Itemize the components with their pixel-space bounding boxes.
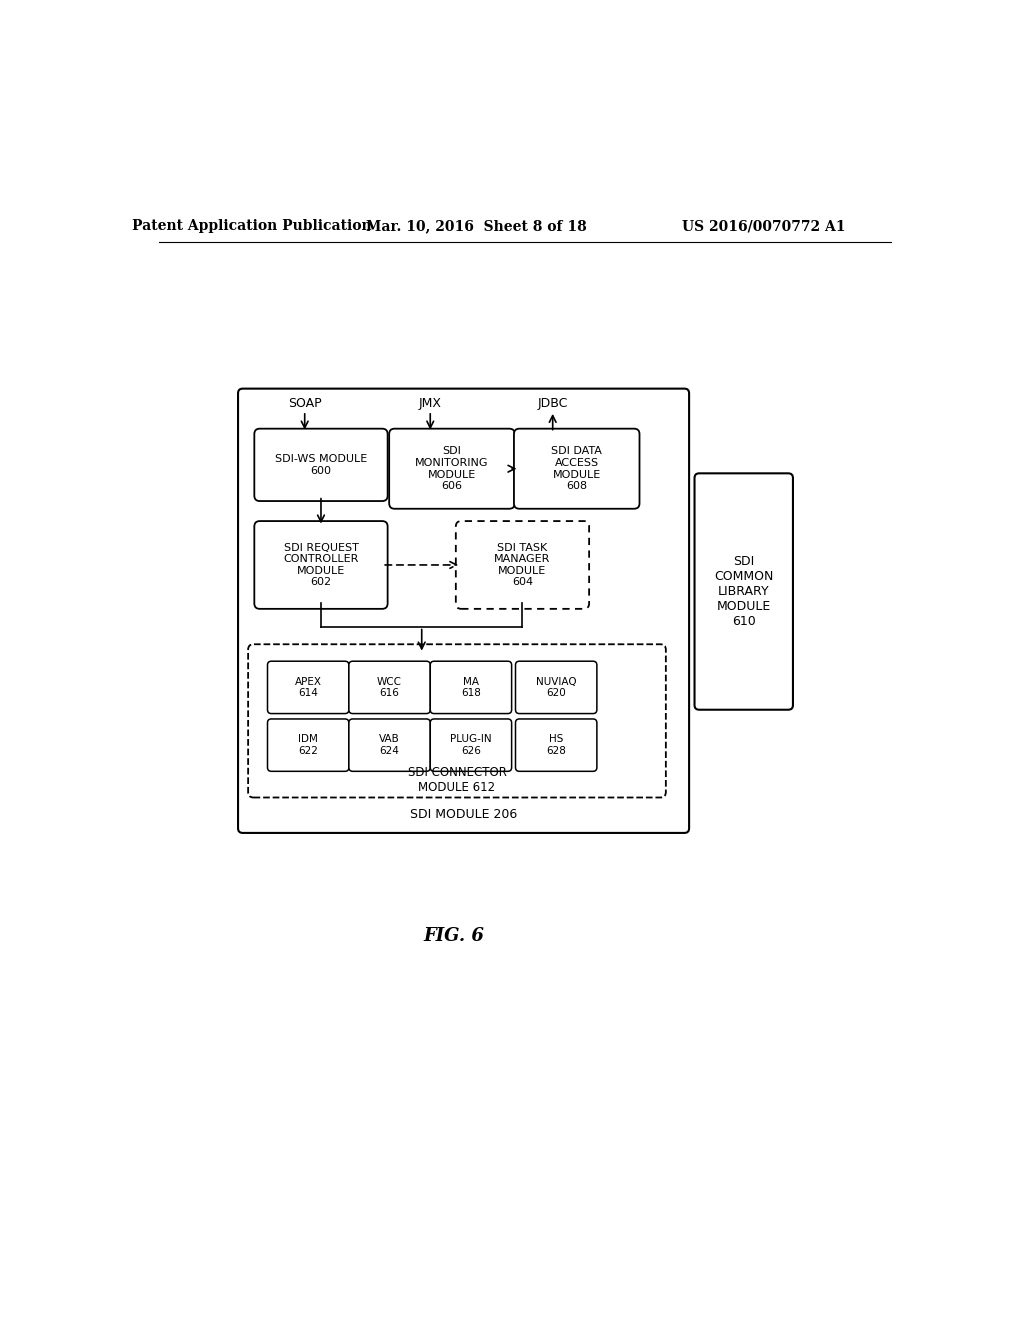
FancyBboxPatch shape: [430, 719, 512, 771]
Text: APEX
614: APEX 614: [295, 677, 322, 698]
FancyBboxPatch shape: [515, 719, 597, 771]
Text: NUVIAQ
620: NUVIAQ 620: [536, 677, 577, 698]
FancyBboxPatch shape: [456, 521, 589, 609]
FancyBboxPatch shape: [254, 521, 388, 609]
FancyBboxPatch shape: [248, 644, 666, 797]
Text: IDM
622: IDM 622: [298, 734, 318, 756]
Text: FIG. 6: FIG. 6: [423, 927, 484, 945]
Text: SDI MODULE 206: SDI MODULE 206: [410, 808, 517, 821]
Text: PLUG-IN
626: PLUG-IN 626: [451, 734, 492, 756]
Text: SDI TASK
MANAGER
MODULE
604: SDI TASK MANAGER MODULE 604: [495, 543, 551, 587]
Text: Mar. 10, 2016  Sheet 8 of 18: Mar. 10, 2016 Sheet 8 of 18: [367, 219, 587, 234]
Text: JMX: JMX: [419, 397, 441, 409]
Text: JDBC: JDBC: [538, 397, 568, 409]
Text: WCC
616: WCC 616: [377, 677, 402, 698]
FancyBboxPatch shape: [389, 429, 515, 508]
FancyBboxPatch shape: [430, 661, 512, 714]
Text: VAB
624: VAB 624: [379, 734, 400, 756]
Text: HS
628: HS 628: [546, 734, 566, 756]
FancyBboxPatch shape: [514, 429, 640, 508]
Text: SDI DATA
ACCESS
MODULE
608: SDI DATA ACCESS MODULE 608: [551, 446, 602, 491]
Text: SDI
MONITORING
MODULE
606: SDI MONITORING MODULE 606: [415, 446, 488, 491]
FancyBboxPatch shape: [267, 661, 349, 714]
Text: SDI REQUEST
CONTROLLER
MODULE
602: SDI REQUEST CONTROLLER MODULE 602: [284, 543, 358, 587]
FancyBboxPatch shape: [515, 661, 597, 714]
FancyBboxPatch shape: [694, 474, 793, 710]
FancyBboxPatch shape: [267, 719, 349, 771]
FancyBboxPatch shape: [238, 388, 689, 833]
Text: US 2016/0070772 A1: US 2016/0070772 A1: [682, 219, 845, 234]
FancyBboxPatch shape: [349, 719, 430, 771]
Text: SDI
COMMON
LIBRARY
MODULE
610: SDI COMMON LIBRARY MODULE 610: [714, 554, 773, 628]
Text: SOAP: SOAP: [288, 397, 322, 409]
FancyBboxPatch shape: [254, 429, 388, 502]
Text: MA
618: MA 618: [461, 677, 481, 698]
FancyBboxPatch shape: [349, 661, 430, 714]
Text: Patent Application Publication: Patent Application Publication: [132, 219, 372, 234]
Text: SDI-WS MODULE
600: SDI-WS MODULE 600: [274, 454, 367, 475]
Text: SDI CONNECTOR
MODULE 612: SDI CONNECTOR MODULE 612: [408, 766, 507, 793]
